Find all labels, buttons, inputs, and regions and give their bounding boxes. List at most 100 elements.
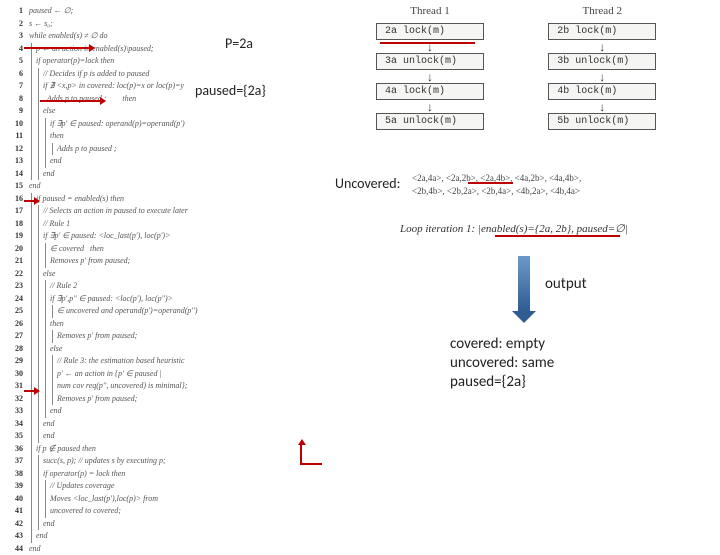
code-text: Removes p' from paused;: [57, 330, 137, 343]
indent-bar: [52, 330, 53, 343]
algo-line: 43end: [5, 530, 305, 543]
indent-bar: [31, 280, 32, 293]
algo-line: 18 // Rule 1: [5, 218, 305, 231]
algo-line: 22 else: [5, 268, 305, 281]
line-number: 16: [5, 193, 23, 206]
algo-line: 36if p ∉ paused then: [5, 443, 305, 456]
indent-bar: [38, 430, 39, 443]
indent-bar: [38, 205, 39, 218]
algo-line: 27 Removes p' from paused;: [5, 330, 305, 343]
indent-bar: [52, 380, 53, 393]
code-text: else: [50, 343, 62, 356]
line-number: 26: [5, 318, 23, 331]
line-number: 23: [5, 280, 23, 293]
indent-bar: [38, 293, 39, 306]
line-number: 22: [5, 268, 23, 281]
indent-bar: [38, 368, 39, 381]
algo-line: 21Removes p' from paused;: [5, 255, 305, 268]
code-text: if ∄ <x,p> in covered: loc(p)=x or loc(p…: [43, 80, 184, 93]
red-underline-icon: [468, 182, 513, 184]
line-number: 20: [5, 243, 23, 256]
indent-bar: [38, 493, 39, 506]
algo-line: 39// Updates coverage: [5, 480, 305, 493]
indent-bar: [45, 380, 46, 393]
indent-bar: [38, 68, 39, 81]
code-text: Moves <loc_last(p'),loc(p)> from: [50, 493, 158, 506]
indent-bar: [38, 405, 39, 418]
indent-bar: [38, 143, 39, 156]
down-arrow-icon: ↓: [517, 73, 687, 81]
down-arrow-icon: ↓: [345, 103, 515, 111]
indent-bar: [31, 218, 32, 231]
indent-bar: [31, 493, 32, 506]
algo-line: 3while enabled(s) ≠ ∅ do: [5, 30, 305, 43]
indent-bar: [52, 393, 53, 406]
line-number: 6: [5, 68, 23, 81]
indent-bar: [45, 355, 46, 368]
algo-line: 33 end: [5, 405, 305, 418]
code-text: end: [50, 405, 62, 418]
indent-bar: [38, 418, 39, 431]
line-number: 25: [5, 305, 23, 318]
pairs-row: <2b,4b>, <2b,2a>, <2b,4a>, <4b,2a>, <4b,…: [412, 185, 581, 198]
code-text: end: [29, 180, 41, 193]
line-number: 33: [5, 405, 23, 418]
code-text: else: [43, 105, 55, 118]
indent-bar: [31, 293, 32, 306]
indent-bar: [38, 80, 39, 93]
code-text: end: [43, 430, 55, 443]
indent-bar: [38, 355, 39, 368]
algo-line: 31num cov req(p'', uncovered) is minimal…: [5, 380, 305, 393]
line-number: 35: [5, 430, 23, 443]
code-text: else: [43, 268, 55, 281]
output-label: output: [545, 275, 587, 293]
algo-line: 26 then: [5, 318, 305, 331]
indent-bar: [45, 405, 46, 418]
code-text: then: [50, 318, 64, 331]
code-text: end: [43, 418, 55, 431]
thread-1-title: Thread 1: [345, 5, 515, 17]
line-number: 14: [5, 168, 23, 181]
line-number: 8: [5, 93, 23, 106]
algo-line: 13end: [5, 155, 305, 168]
indent-bar: [45, 505, 46, 518]
code-text: Adds p to paused ; then: [43, 93, 136, 106]
indent-bar: [31, 418, 32, 431]
blue-down-arrow-icon: [518, 256, 530, 311]
line-number: 2: [5, 18, 23, 31]
code-text: end: [43, 518, 55, 531]
line-number: 39: [5, 480, 23, 493]
line-number: 37: [5, 455, 23, 468]
algo-line: 14end: [5, 168, 305, 181]
red-arrow-icon: [24, 200, 34, 202]
algo-line: 42end: [5, 518, 305, 531]
line-number: 18: [5, 218, 23, 231]
indent-bar: [38, 305, 39, 318]
code-text: Adds p to paused ;: [57, 143, 117, 156]
indent-bar: [31, 518, 32, 531]
indent-bar: [31, 330, 32, 343]
code-text: ∈ uncovered and operand(p')=operand(p''): [57, 305, 198, 318]
indent-bar: [38, 280, 39, 293]
indent-bar: [45, 293, 46, 306]
code-text: if operator(p) = lock then: [43, 468, 125, 481]
code-text: // Rule 1: [43, 218, 70, 231]
algo-line: 44end: [5, 543, 305, 555]
algo-line: 11then: [5, 130, 305, 143]
indent-bar: [45, 480, 46, 493]
indent-bar: [31, 530, 32, 543]
line-number: 24: [5, 293, 23, 306]
thread-2-column: Thread 2 2b lock(m) ↓ 3b unlock(m) ↓ 4b …: [517, 5, 687, 133]
thread-1-op: 2a lock(m): [376, 23, 484, 40]
indent-bar: [45, 343, 46, 356]
uncovered-label: Uncovered:: [335, 175, 400, 192]
indent-bar: [45, 305, 46, 318]
indent-bar: [45, 143, 46, 156]
algo-line: 6// Decides if p is added to paused: [5, 68, 305, 81]
indent-bar: [38, 330, 39, 343]
thread-2-op: 5b unlock(m): [548, 113, 656, 130]
thread-1-column: Thread 1 2a lock(m) ↓ 3a unlock(m) ↓ 4a …: [345, 5, 515, 133]
thread-2-op: 2b lock(m): [548, 23, 656, 40]
line-number: 27: [5, 330, 23, 343]
code-text: end: [36, 530, 48, 543]
